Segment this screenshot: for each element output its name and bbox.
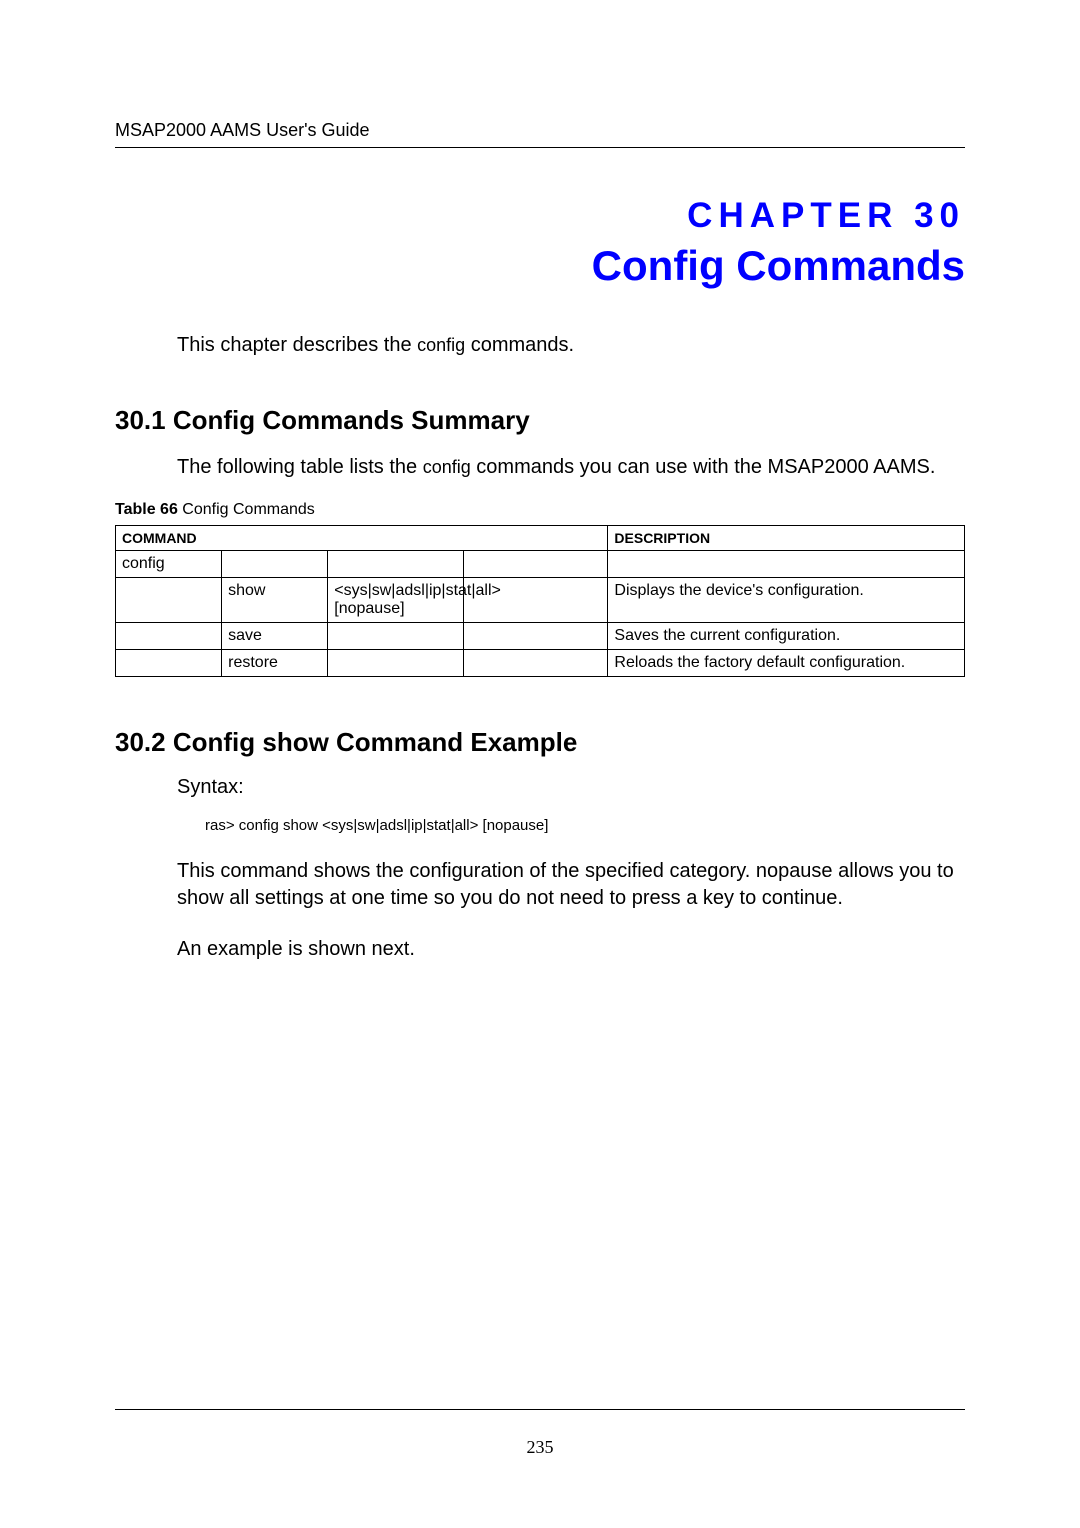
document-page: MSAP2000 AAMS User's Guide CHAPTER 30 Co… [0,0,1080,1528]
cell [328,551,464,578]
section-30-1-heading: 30.1 Config Commands Summary [115,405,965,436]
table-row: restore Reloads the factory default conf… [116,650,965,677]
intro-prefix: This chapter describes the [177,334,417,356]
cell [328,650,464,677]
cell: save [222,623,328,650]
syntax-line: ras> config show <sys|sw|adsl|ip|stat|al… [205,817,965,834]
footer-rule [115,1409,965,1410]
cell: <sys|sw|adsl|ip|stat|all> [nopause] [328,578,464,623]
section-30-2: 30.2 Config show Command Example Syntax:… [115,727,965,963]
syntax-label: Syntax: [177,776,965,799]
section-30-2-body: Syntax: ras> config show <sys|sw|adsl|ip… [177,776,965,963]
section-30-2-heading: 30.2 Config show Command Example [115,727,965,758]
cell [464,623,608,650]
table-caption: Table 66 Config Commands [115,501,965,519]
intro-code: config [417,335,465,355]
cell: config [116,551,222,578]
cell: Saves the current configuration. [608,623,965,650]
th-command: COMMAND [116,526,608,551]
table-row: save Saves the current configuration. [116,623,965,650]
closing-line: An example is shown next. [177,936,965,963]
th-description: DESCRIPTION [608,526,965,551]
table-caption-title: Config Commands [178,501,315,518]
running-header: MSAP2000 AAMS User's Guide [115,120,965,148]
table-header-row: COMMAND DESCRIPTION [116,526,965,551]
cell [222,551,328,578]
chapter-title: Config Commands [115,242,965,290]
chapter-intro: This chapter describes the config comman… [177,332,965,359]
config-commands-table: COMMAND DESCRIPTION config show <sys|sw|… [115,525,965,677]
page-number: 235 [0,1437,1080,1458]
cell [608,551,965,578]
table-caption-number: Table 66 [115,501,178,518]
cell [328,623,464,650]
chapter-block: CHAPTER 30 Config Commands [115,196,965,290]
cell [116,623,222,650]
table-row: show <sys|sw|adsl|ip|stat|all> [nopause]… [116,578,965,623]
cell [464,650,608,677]
cell [116,650,222,677]
s1-body-suffix: commands you can use with the MSAP2000 A… [471,456,936,478]
intro-suffix: commands. [465,334,574,356]
cell: Displays the device's configuration. [608,578,965,623]
command-explanation: This command shows the configuration of … [177,858,965,912]
cell [464,551,608,578]
cell: restore [222,650,328,677]
section-30-1-body: The following table lists the config com… [177,454,965,481]
table-row: config [116,551,965,578]
cell [116,578,222,623]
chapter-label: CHAPTER 30 [115,196,965,236]
cell: Reloads the factory default configuratio… [608,650,965,677]
s1-body-code: config [423,457,471,477]
s1-body-prefix: The following table lists the [177,456,423,478]
cell: show [222,578,328,623]
